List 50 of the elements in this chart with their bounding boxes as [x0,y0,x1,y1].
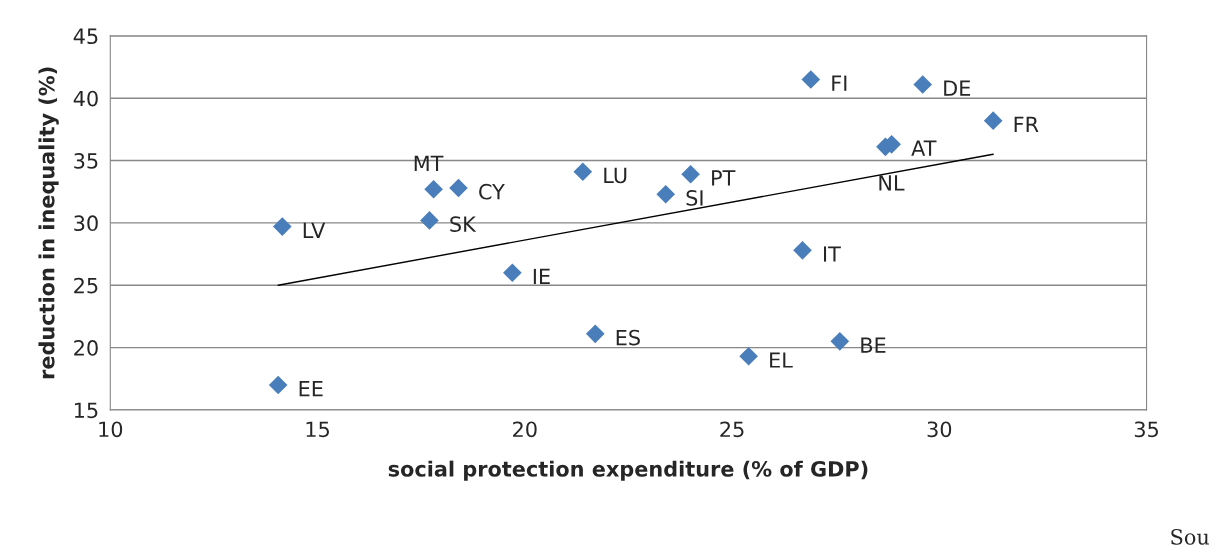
annotation: IT [824,246,841,262]
y-tick-label: 20 [74,340,98,356]
y-axis-title: reduction in inequality (%) [38,67,59,379]
point [268,375,288,395]
point [449,178,468,198]
x-tick-label: 35 [1134,421,1158,438]
point [739,346,758,366]
y-tick-label: 40 [73,90,98,107]
annotation: EL [770,352,793,368]
point [913,75,933,94]
annotation: AT [911,140,937,156]
y-tick-label: 35 [74,152,98,169]
point [656,184,676,204]
annotation: FR [1014,116,1039,132]
point [573,162,593,182]
y-tick-label: 15 [74,402,98,419]
x-tick-label: 20 [513,421,537,438]
annotation: DE [944,80,971,96]
y-tick-label: 30 [74,215,98,232]
x-tick-label: 25 [720,421,744,438]
x-tick-label: 30 [927,421,952,438]
annotation: ES [616,329,640,346]
annotation: CY [479,183,505,200]
point [793,241,812,260]
annotation: FI [832,75,847,91]
x-axis-title: social protection expenditure (% of GDP) [388,460,868,481]
point [585,324,605,344]
point [681,164,700,184]
annotation: LU [604,167,627,184]
annotation: LV [303,222,326,238]
annotation: SK [450,216,477,232]
annotation: SI [686,190,703,206]
annotation: EE [299,381,323,397]
point [830,332,850,351]
annotation: MT [414,155,444,171]
point [983,111,1003,130]
x-tick-label: 15 [306,421,329,438]
text: Sou [1171,529,1210,545]
point [420,211,439,230]
point [424,179,443,199]
x-tick-label: 10 [99,421,123,438]
point [503,263,522,283]
point [272,217,292,236]
annotation: NL [879,175,905,191]
annotation: BE [861,337,886,353]
y-tick-label: 45 [73,28,98,45]
annotation: PT [712,170,736,186]
point [801,70,821,89]
annotation: IE [533,268,550,285]
y-tick-label: 25 [74,277,98,294]
